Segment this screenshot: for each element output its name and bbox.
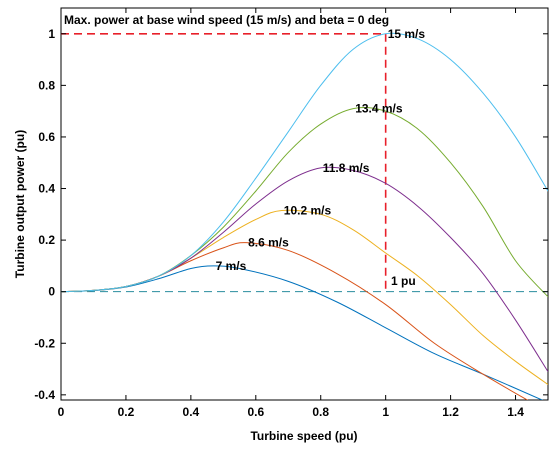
series-line-5 [61, 32, 548, 293]
power-curves [61, 32, 548, 400]
y-axis-ticks: -0.4 -0.2 0 0.2 0.4 0.6 0.8 1 [34, 27, 548, 402]
series-label-4: 13.4 m/s [355, 102, 403, 116]
series-label-3: 11.8 m/s [323, 161, 370, 175]
x-tick-label: 0.6 [247, 405, 264, 419]
one-pu-annotation: 1 pu [391, 274, 416, 288]
series-label-2: 10.2 m/s [284, 203, 332, 217]
y-tick-label: 0 [48, 285, 55, 299]
series-label-0: 7 m/s [216, 259, 247, 273]
x-axis-ticks: 0 0.2 0.4 0.6 0.8 1 1.2 1.4 [58, 8, 524, 419]
series-label-5: 15 m/s [388, 27, 426, 41]
y-tick-label: -0.4 [34, 388, 55, 402]
y-tick-label: 0.8 [38, 78, 55, 92]
chart-title: Max. power at base wind speed (15 m/s) a… [64, 13, 389, 27]
x-tick-label: 0.2 [118, 405, 135, 419]
x-tick-label: 1.2 [442, 405, 459, 419]
series-label-1: 8.6 m/s [248, 236, 289, 250]
plot-area [60, 7, 549, 401]
y-tick-label: 0.4 [38, 182, 55, 196]
x-tick-label: 1 [382, 405, 389, 419]
y-tick-label: 0.6 [38, 130, 55, 144]
x-tick-label: 1.4 [507, 405, 524, 419]
y-tick-label: 0.2 [38, 233, 55, 247]
x-tick-label: 0.8 [312, 405, 329, 419]
y-tick-label: 1 [48, 27, 55, 41]
y-axis-label: Turbine output power (pu) [13, 130, 27, 278]
curve-labels: 7 m/s8.6 m/s 10.2 m/s 11.8 m/s 13.4 m/s 15 m… [216, 27, 426, 273]
x-axis-label: Turbine speed (pu) [250, 429, 357, 443]
reference-lines [61, 32, 548, 293]
x-tick-label: 0 [58, 405, 65, 419]
y-tick-label: -0.2 [34, 336, 55, 350]
x-tick-label: 0.4 [183, 405, 200, 419]
